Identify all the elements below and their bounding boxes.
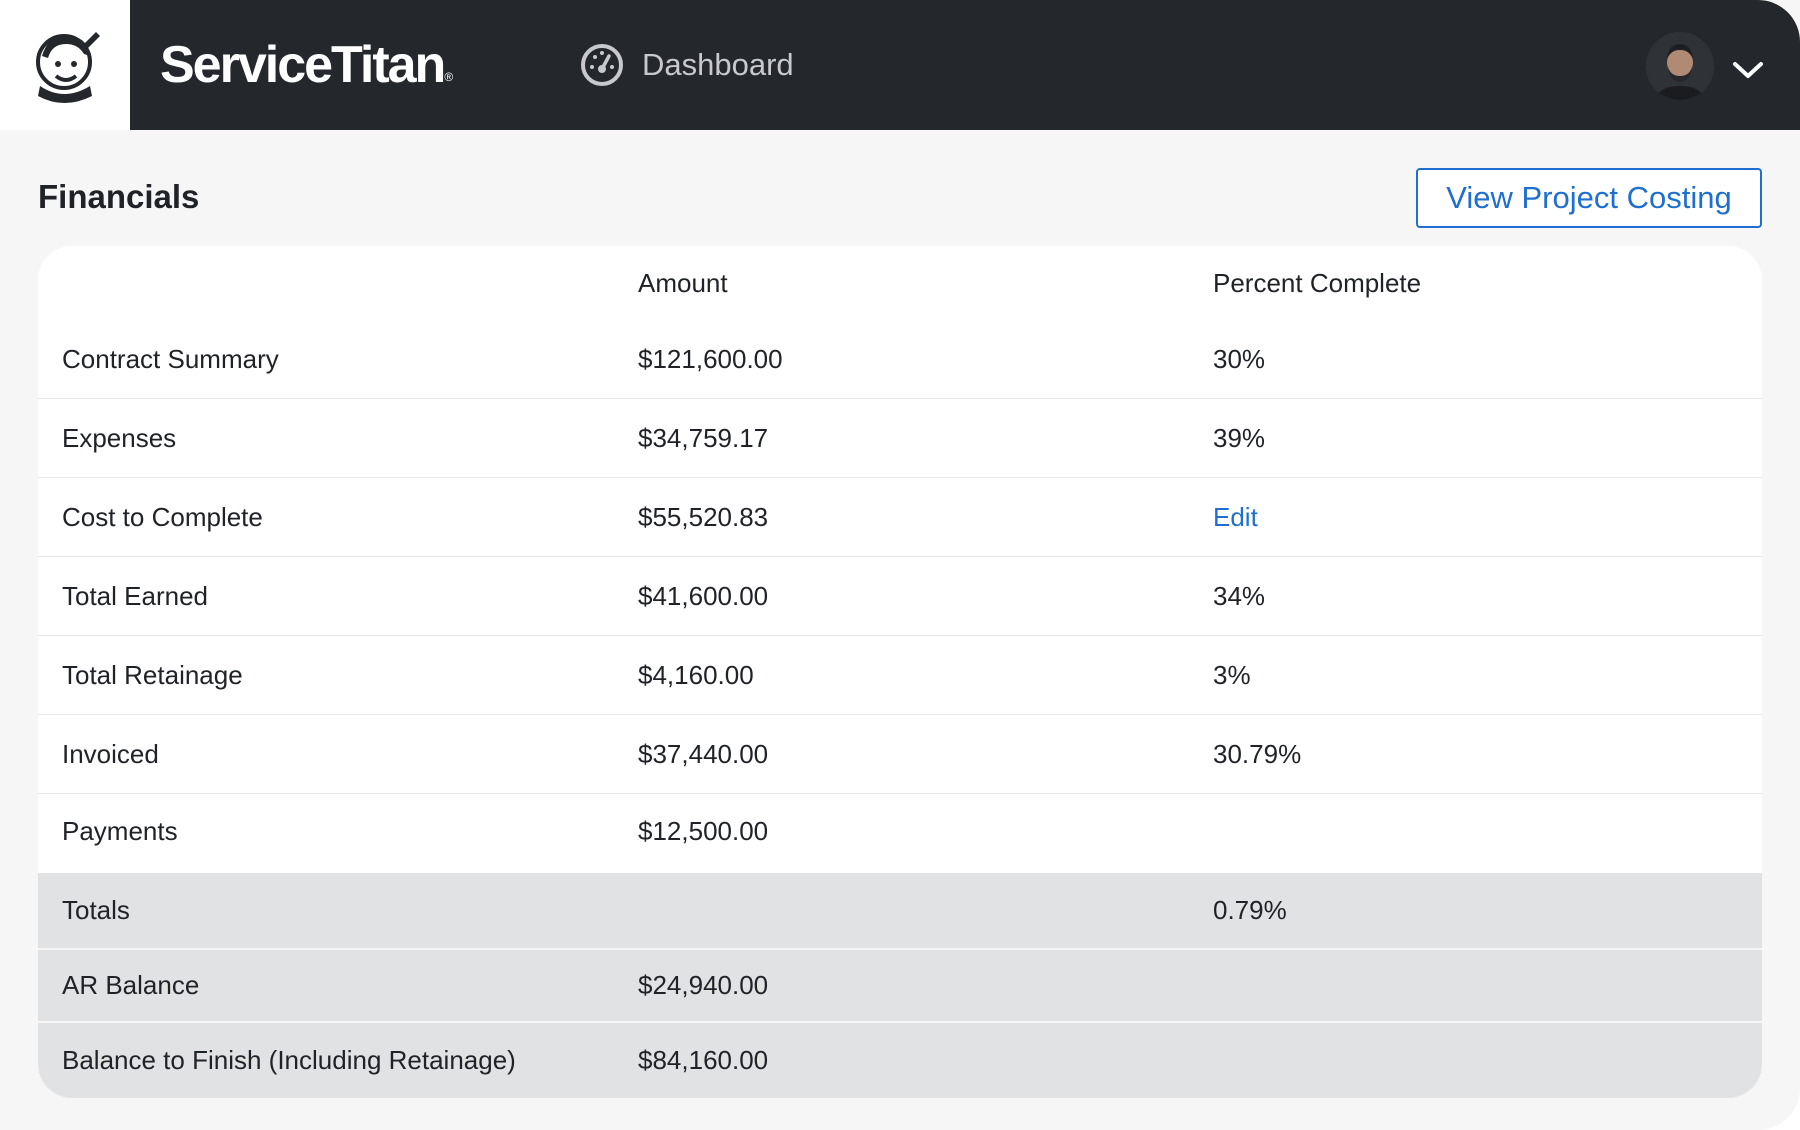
row-amount: $4,160.00 — [638, 659, 754, 690]
table-row: Contract Summary $121,600.00 30% — [38, 320, 1762, 399]
row-percent: 30.79% — [1213, 738, 1302, 769]
financials-table: Amount Percent Complete Contract Summary… — [38, 246, 1762, 1098]
registered-mark: ® — [444, 70, 454, 84]
column-header-percent-complete: Percent Complete — [1213, 268, 1422, 298]
summary-row-totals: Totals 0.79% — [38, 873, 1762, 950]
table-row: Invoiced $37,440.00 30.79% — [38, 715, 1762, 794]
view-project-costing-button[interactable]: View Project Costing — [1416, 168, 1762, 228]
row-label: Balance to Finish (Including Retainage) — [62, 1045, 516, 1075]
mascot-icon — [36, 32, 100, 103]
user-menu-toggle[interactable] — [1730, 52, 1766, 88]
row-percent: 3% — [1213, 659, 1251, 690]
row-label: Total Earned — [62, 580, 208, 611]
row-label: Payments — [62, 816, 178, 846]
row-percent: 30% — [1213, 343, 1266, 374]
chevron-down-icon — [1733, 62, 1763, 78]
logo-mascot[interactable] — [0, 0, 130, 130]
row-percent: 0.79% — [1213, 895, 1287, 925]
table-row: Total Earned $41,600.00 34% — [38, 557, 1762, 636]
user-avatar[interactable] — [1646, 32, 1714, 100]
row-amount: $84,160.00 — [638, 1045, 769, 1075]
row-amount: $24,940.00 — [638, 970, 769, 1000]
brand-name: ServiceTitan — [160, 36, 446, 94]
table-row: Cost to Complete $55,520.83 Edit — [38, 478, 1762, 557]
row-label: Cost to Complete — [62, 501, 263, 532]
user-photo-icon — [1646, 32, 1714, 100]
section-title-financials: Financials — [38, 178, 200, 215]
summary-row-balance-to-finish: Balance to Finish (Including Retainage) … — [38, 1023, 1762, 1098]
row-amount: $12,500.00 — [638, 816, 769, 846]
top-navigation-bar: ServiceTitan® Dashboard — [0, 0, 1800, 130]
row-amount: $34,759.17 — [638, 422, 769, 453]
row-amount: $55,520.83 — [638, 501, 769, 532]
row-label: AR Balance — [62, 970, 200, 1000]
brand-wordmark[interactable]: ServiceTitan® — [160, 34, 453, 96]
row-percent: 34% — [1213, 580, 1266, 611]
row-amount: $41,600.00 — [638, 580, 769, 611]
column-header-amount: Amount — [638, 268, 728, 298]
row-label: Total Retainage — [62, 659, 243, 690]
edit-cost-to-complete-link[interactable]: Edit — [1213, 501, 1258, 532]
summary-row-ar-balance: AR Balance $24,940.00 — [38, 950, 1762, 1023]
row-label: Totals — [62, 895, 130, 925]
table-row: Expenses $34,759.17 39% — [38, 399, 1762, 478]
row-amount: $121,600.00 — [638, 343, 783, 374]
nav-dashboard[interactable]: Dashboard — [580, 43, 794, 87]
row-label: Invoiced — [62, 738, 159, 769]
row-label: Contract Summary — [62, 343, 279, 374]
table-row: Payments $12,500.00 — [38, 794, 1762, 869]
gauge-icon — [581, 44, 623, 86]
row-percent: 39% — [1213, 422, 1266, 453]
nav-dashboard-label: Dashboard — [642, 47, 794, 82]
table-row: Total Retainage $4,160.00 3% — [38, 636, 1762, 715]
row-label: Expenses — [62, 422, 177, 453]
row-amount: $37,440.00 — [638, 738, 769, 769]
